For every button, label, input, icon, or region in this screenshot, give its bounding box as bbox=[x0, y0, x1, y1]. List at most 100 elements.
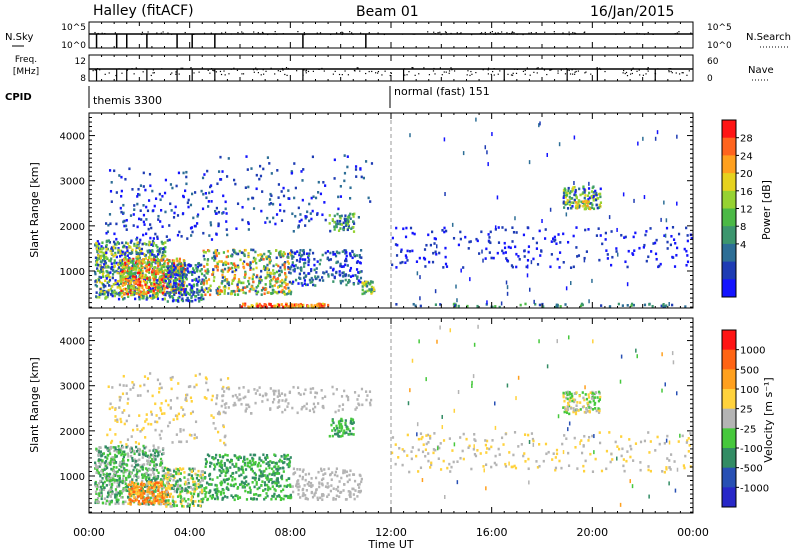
range-gate-cell bbox=[307, 480, 311, 484]
range-gate-cell bbox=[157, 286, 160, 289]
range-gate-cell bbox=[133, 458, 137, 462]
nsearch-dot bbox=[484, 31, 486, 34]
range-gate-cell bbox=[162, 483, 165, 486]
range-gate-cell bbox=[270, 194, 273, 198]
range-gate-cell bbox=[121, 502, 124, 505]
nave-dot bbox=[493, 68, 495, 70]
range-gate-cell bbox=[95, 247, 99, 251]
range-gate-cell bbox=[159, 270, 162, 274]
range-gate-cell bbox=[133, 449, 136, 453]
range-gate-cell bbox=[186, 502, 190, 506]
nave-dot bbox=[150, 74, 152, 77]
range-gate-cell bbox=[358, 255, 362, 259]
range-gate-cell bbox=[502, 251, 505, 255]
range-gate-cell bbox=[460, 268, 462, 273]
range-gate-cell bbox=[106, 495, 109, 499]
range-gate-cell bbox=[96, 449, 99, 452]
range-gate-cell bbox=[210, 483, 213, 486]
range-gate-cell bbox=[291, 263, 294, 267]
range-gate-cell bbox=[148, 490, 151, 494]
range-gate-cell bbox=[217, 224, 220, 228]
range-gate-cell bbox=[219, 289, 222, 292]
range-gate-cell bbox=[148, 256, 151, 260]
range-gate-cell bbox=[180, 468, 183, 471]
range-gate-cell bbox=[167, 277, 170, 280]
nsearch-tick-high: 10^5 bbox=[707, 23, 732, 33]
range-gate-cell bbox=[215, 233, 218, 236]
nsearch-dot bbox=[516, 33, 519, 35]
range-gate-cell bbox=[132, 224, 135, 227]
range-gate-cell bbox=[182, 505, 185, 508]
range-gate-cell bbox=[124, 251, 127, 255]
range-gate-cell bbox=[205, 196, 208, 200]
range-gate-cell bbox=[443, 230, 446, 234]
range-gate-cell bbox=[274, 497, 277, 501]
range-gate-cell bbox=[144, 283, 147, 287]
range-gate-cell bbox=[505, 280, 508, 285]
range-gate-cell bbox=[97, 453, 100, 456]
range-gate-cell bbox=[209, 494, 212, 498]
range-gate-cell bbox=[345, 220, 349, 224]
range-gate-cell bbox=[233, 274, 236, 278]
range-gate-cell bbox=[121, 278, 124, 282]
range-gate-cell bbox=[229, 474, 233, 478]
range-gate-cell bbox=[476, 304, 479, 308]
range-gate-cell bbox=[676, 201, 678, 206]
range-gate-cell bbox=[129, 289, 132, 292]
range-gate-cell bbox=[187, 481, 190, 485]
range-gate-cell bbox=[135, 259, 138, 263]
range-gate-cell bbox=[288, 483, 292, 487]
range-gate-cell bbox=[203, 258, 206, 261]
range-gate-cell bbox=[515, 265, 518, 269]
nsearch-dot bbox=[434, 33, 436, 35]
range-gate-cell bbox=[123, 467, 126, 470]
range-gate-cell bbox=[161, 194, 164, 198]
range-gate-cell bbox=[562, 200, 565, 204]
range-gate-cell bbox=[122, 459, 125, 462]
range-gate-cell bbox=[606, 253, 609, 256]
range-gate-cell bbox=[135, 280, 138, 283]
range-gate-cell bbox=[138, 295, 141, 299]
range-gate-cell bbox=[274, 481, 277, 485]
range-gate-cell bbox=[229, 267, 232, 270]
range-gate-cell bbox=[109, 287, 113, 291]
range-gate-cell bbox=[177, 471, 180, 474]
nave-dot bbox=[332, 73, 334, 75]
nave-dot bbox=[569, 73, 572, 75]
nsearch-dot bbox=[274, 33, 276, 35]
range-gate-cell bbox=[260, 279, 263, 282]
range-gate-cell bbox=[660, 217, 662, 222]
range-gate-cell bbox=[237, 466, 240, 470]
range-gate-cell bbox=[122, 474, 125, 478]
range-gate-cell bbox=[240, 473, 243, 477]
range-gate-cell bbox=[343, 469, 347, 473]
range-gate-cell bbox=[258, 468, 261, 472]
nsearch-dot bbox=[383, 33, 385, 36]
range-gate-cell bbox=[231, 254, 234, 258]
range-gate-cell bbox=[152, 477, 155, 480]
range-gate-cell bbox=[105, 245, 108, 248]
nave-dot bbox=[403, 68, 405, 70]
range-gate-cell bbox=[233, 266, 236, 269]
range-gate-cell bbox=[144, 253, 148, 257]
range-gate-cell bbox=[138, 256, 141, 260]
range-gate-cell bbox=[156, 269, 159, 273]
range-gate-cell bbox=[191, 290, 195, 293]
range-gate-cell bbox=[136, 470, 139, 474]
range-gate-cell bbox=[234, 251, 237, 255]
range-gate-cell bbox=[269, 275, 272, 279]
nave-dot bbox=[536, 67, 538, 69]
range-gate-cell bbox=[492, 256, 495, 260]
range-gate-cell bbox=[338, 215, 342, 218]
range-gate-cell bbox=[137, 217, 141, 221]
range-gate-cell bbox=[590, 190, 594, 193]
range-gate-cell bbox=[96, 244, 99, 248]
range-gate-cell bbox=[182, 171, 185, 175]
range-gate-cell bbox=[303, 282, 306, 285]
range-gate-cell bbox=[119, 292, 122, 295]
range-gate-cell bbox=[395, 226, 398, 230]
range-gate-cell bbox=[182, 270, 185, 273]
range-gate-cell bbox=[333, 228, 336, 231]
range-gate-cell bbox=[160, 499, 163, 503]
range-gate-cell bbox=[182, 212, 185, 215]
